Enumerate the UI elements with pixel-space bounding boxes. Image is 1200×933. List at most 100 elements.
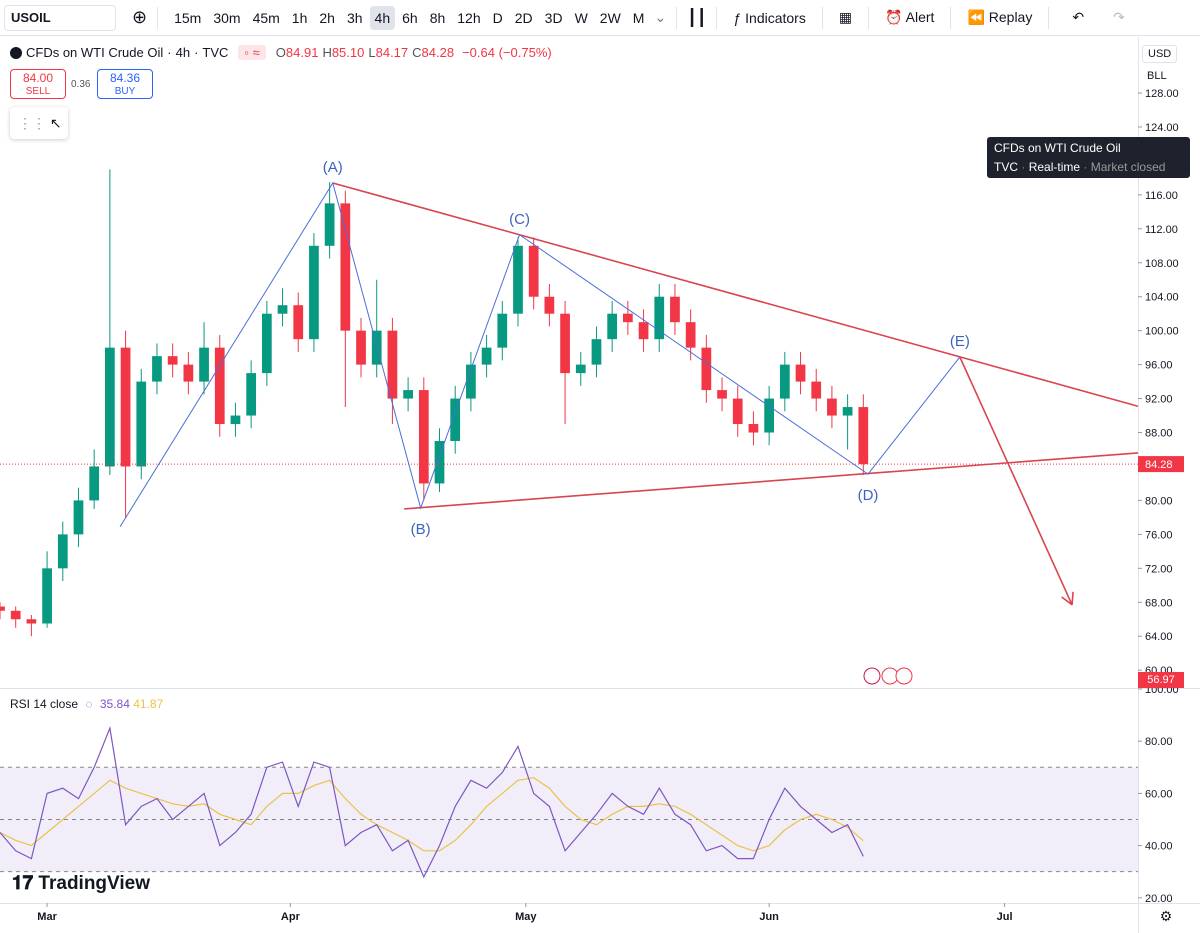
- candle-body: [57, 534, 68, 569]
- interval-button[interactable]: W: [574, 9, 588, 26]
- ohlc-value: 84.28: [421, 45, 455, 60]
- status-badge[interactable]: ◦ ≈: [238, 45, 266, 60]
- interval-button[interactable]: 45m: [252, 9, 280, 26]
- sell-button[interactable]: 84.00 SELL: [10, 69, 66, 99]
- interval-button[interactable]: 1h: [291, 9, 308, 26]
- rsi-line: [0, 777, 864, 852]
- ohlc-key: H: [322, 45, 332, 60]
- interval-button[interactable]: 8h: [429, 9, 446, 26]
- y-tick-label: 112.00: [1145, 224, 1178, 236]
- x-tick-label: Apr: [281, 911, 301, 923]
- currency[interactable]: USD: [1142, 45, 1178, 63]
- candle-body: [230, 415, 241, 425]
- y-tick-label: 92.00: [1145, 394, 1173, 406]
- ohlc-value: 85.10: [331, 45, 365, 60]
- interval-button[interactable]: D: [492, 9, 503, 26]
- interval-button[interactable]: 2W: [599, 9, 621, 26]
- layouts-button[interactable]: ▦: [838, 9, 853, 25]
- candle-body: [324, 203, 335, 246]
- y-tick-label: 116.00: [1145, 190, 1178, 202]
- compare-button[interactable]: ⊕: [132, 7, 148, 27]
- candle-body: [764, 398, 774, 433]
- candle-body: [497, 313, 508, 348]
- wave-path: [119, 181, 961, 527]
- candle-body: [26, 619, 37, 624]
- candle-body: [685, 322, 696, 348]
- y-tick-label: 60.00: [1145, 788, 1173, 800]
- ohlc-values: O 84.91 H 85.10 L 84.17 C 84.28: [276, 45, 458, 60]
- alert-button[interactable]: ⏰ Alert: [885, 9, 935, 25]
- rsi-name: RSI 14 close: [10, 697, 79, 711]
- y-tick-label: 20.00: [1145, 893, 1173, 905]
- candle-body: [403, 390, 413, 399]
- y-tick-label: 80.00: [1145, 495, 1173, 507]
- redo-button[interactable]: ↷: [1113, 9, 1125, 25]
- currency-label: USD: [1148, 48, 1172, 60]
- symbol-search[interactable]: USOIL: [4, 4, 116, 31]
- candle-body: [858, 407, 869, 465]
- candle-body: [371, 330, 382, 365]
- candle-body: [214, 347, 225, 425]
- candle-body: [418, 390, 429, 484]
- interval-button[interactable]: 2D: [514, 9, 533, 26]
- cursor-icon: ↖: [49, 115, 62, 131]
- rsi-settings[interactable]: ◌: [85, 697, 93, 711]
- arrowhead: [1071, 591, 1074, 605]
- candle-body: [89, 466, 100, 501]
- alert-label: Alert: [905, 9, 935, 25]
- y-tick-label: 124.00: [1145, 122, 1179, 134]
- indicators-label: Indicators: [745, 9, 806, 26]
- symbol-icon: [10, 46, 22, 59]
- drawing-tools[interactable]: ⋮⋮ ↖: [10, 107, 68, 139]
- indicators-button[interactable]: ƒ Indicators: [733, 9, 806, 26]
- interval-button[interactable]: 4h: [369, 5, 396, 30]
- buy-price: 84.36: [109, 71, 141, 85]
- candle-body: [434, 441, 445, 484]
- unit[interactable]: BLL: [1142, 68, 1172, 84]
- candle-body: [748, 424, 759, 433]
- interval-button[interactable]: 15m: [174, 9, 202, 26]
- candle-body: [136, 381, 147, 467]
- interval-button[interactable]: 3D: [544, 9, 563, 26]
- interval-button[interactable]: 30m: [213, 9, 241, 26]
- candle-body: [670, 296, 680, 323]
- candle-body: [827, 398, 837, 416]
- candle-body: [73, 500, 84, 535]
- axis-marker: 56.97: [1138, 672, 1184, 688]
- tooltip-status: Market closed: [1090, 160, 1166, 174]
- chart-type-button[interactable]: ┃┃: [687, 9, 707, 27]
- candle-body: [120, 347, 131, 467]
- ohlc-key: O: [275, 45, 286, 60]
- last-price-label: 84.28: [1145, 459, 1173, 471]
- symbol: USOIL: [11, 10, 51, 25]
- rsi-value: 35.84: [99, 697, 130, 711]
- candle-body: [732, 398, 743, 425]
- y-tick-label: 64.00: [1145, 631, 1173, 643]
- event-icon: [863, 667, 881, 685]
- separator: [1048, 6, 1050, 29]
- price-axis-bg: [1138, 37, 1200, 933]
- interval-button[interactable]: 3h: [346, 9, 363, 26]
- series-legend: CFDs on WTI Crude Oil · 4h · TVC ◦ ≈ O 84.9…: [10, 45, 556, 60]
- y-tick-label: 128.00: [1145, 88, 1179, 100]
- interval-menu[interactable]: ⌄: [654, 9, 667, 25]
- interval-button[interactable]: M: [632, 9, 645, 26]
- event-icon: [895, 667, 913, 685]
- candle-body: [528, 245, 539, 297]
- interval-button[interactable]: 6h: [402, 9, 418, 26]
- interval-button[interactable]: 2h: [319, 9, 335, 26]
- interval-button[interactable]: 12h: [457, 9, 481, 26]
- candle-body: [811, 381, 822, 399]
- buy-button[interactable]: 84.36 BUY: [97, 69, 153, 99]
- y-tick-label: 76.00: [1145, 529, 1173, 541]
- candle-body: [10, 610, 21, 620]
- separator: [716, 6, 718, 29]
- undo-button[interactable]: ↶: [1072, 9, 1085, 25]
- replay-button[interactable]: ⏪ Replay: [967, 9, 1033, 25]
- sell-label: SELL: [25, 86, 51, 97]
- candle-body: [842, 407, 853, 416]
- interval-list: 15m 30m 45m 1h 2h 3h 4h 6h 8h 12h D 2D 3D W 2W M: [168, 5, 650, 30]
- candle-body: [701, 347, 712, 391]
- trendline: [332, 182, 1139, 407]
